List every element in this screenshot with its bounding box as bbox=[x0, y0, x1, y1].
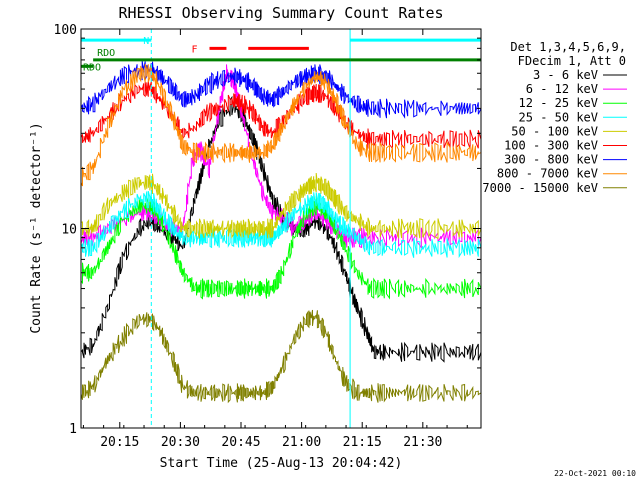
series-line-4 bbox=[81, 190, 481, 259]
series-line-9 bbox=[81, 309, 481, 404]
legend-label-7: 300 - 800 keV bbox=[504, 153, 598, 167]
x-tick-label-1: 20:15 bbox=[100, 435, 139, 450]
y-tick-label-2: 10 bbox=[61, 223, 77, 238]
y-tick-label-1: 1 bbox=[69, 422, 77, 437]
legend-label-3: 12 - 25 keV bbox=[519, 96, 598, 110]
legend-label-6: 100 - 300 keV bbox=[504, 139, 598, 153]
legend-label-2: 6 - 12 keV bbox=[526, 82, 598, 96]
legend-label-5: 50 - 100 keV bbox=[511, 124, 598, 138]
legend-label-8: 800 - 7000 keV bbox=[497, 167, 598, 181]
x-axis-label: Start Time (25-Aug-13 20:04:42) bbox=[160, 456, 403, 471]
x-tick-label-4: 21:00 bbox=[282, 435, 321, 450]
flag-label-2: F bbox=[191, 44, 197, 55]
flag-label-4: RDO bbox=[83, 62, 101, 73]
chart-title: RHESSI Observing Summary Count Rates bbox=[118, 4, 443, 22]
flag-label-3: RDO bbox=[97, 48, 115, 59]
x-tick-label-5: 21:15 bbox=[343, 435, 382, 450]
flag-label-1: N bbox=[143, 36, 149, 47]
legend-label-9: 7000 - 15000 keV bbox=[482, 181, 598, 195]
x-tick-label-6: 21:30 bbox=[403, 435, 442, 450]
timestamp-footer: 22-Oct-2021 00:10 bbox=[554, 469, 636, 478]
legend-header-2: FDecim 1, Att 0 bbox=[518, 54, 626, 68]
legend-label-1: 3 - 6 keV bbox=[533, 68, 598, 82]
legend-header-1: Det 1,3,4,5,6,9, bbox=[510, 40, 626, 54]
legend-label-4: 25 - 50 keV bbox=[519, 110, 598, 124]
x-tick-label-2: 20:30 bbox=[161, 435, 200, 450]
y-tick-label-3: 100 bbox=[54, 23, 77, 38]
legend: Det 1,3,4,5,6,9, FDecim 1, Att 0 3 - 6 k… bbox=[482, 40, 627, 195]
y-axis-label: Count Rate (s⁻¹ detector⁻¹) bbox=[29, 122, 44, 333]
x-tick-label-3: 20:45 bbox=[221, 435, 260, 450]
